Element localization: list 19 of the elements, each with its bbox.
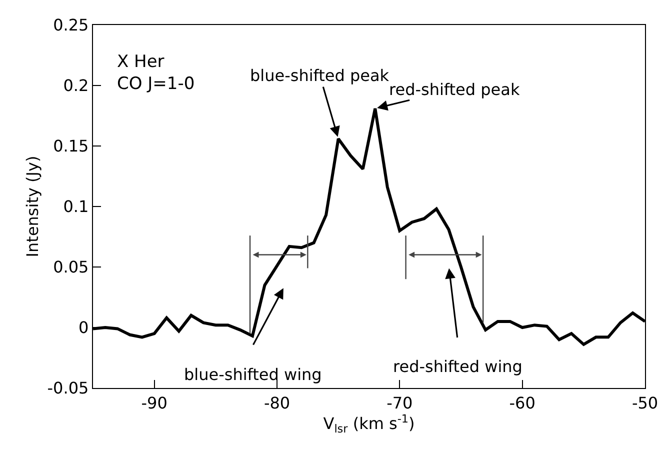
x-tick-label: -70 [386, 393, 413, 412]
y-tick-label: 0 [78, 318, 89, 338]
annotation: red-shifted peak [389, 80, 520, 99]
y-tick-label: 0.05 [53, 258, 89, 277]
annotation: blue-shifted wing [184, 365, 322, 384]
y-tick-label: 0.2 [63, 76, 89, 96]
x-tick-label: -80 [264, 393, 290, 412]
y-tick-label: 0.25 [53, 16, 89, 35]
y-tick-label: 0.15 [53, 136, 89, 156]
y-axis-title: Intensity (Jy) [23, 156, 42, 258]
x-tick-label: -60 [509, 393, 536, 412]
x-tick-label: -90 [141, 393, 168, 412]
x-axis-title: V$_{lsr}$ (km s$^{-1}$) [323, 412, 415, 436]
annotation: blue-shifted peak [250, 66, 390, 85]
y-tick-label: -0.05 [47, 378, 89, 398]
annotation: X Her CO J=1-0 [117, 52, 195, 94]
y-tick-label: 0.1 [63, 197, 89, 216]
x-tick-label: -50 [632, 393, 658, 412]
annotation: red-shifted wing [393, 357, 522, 376]
